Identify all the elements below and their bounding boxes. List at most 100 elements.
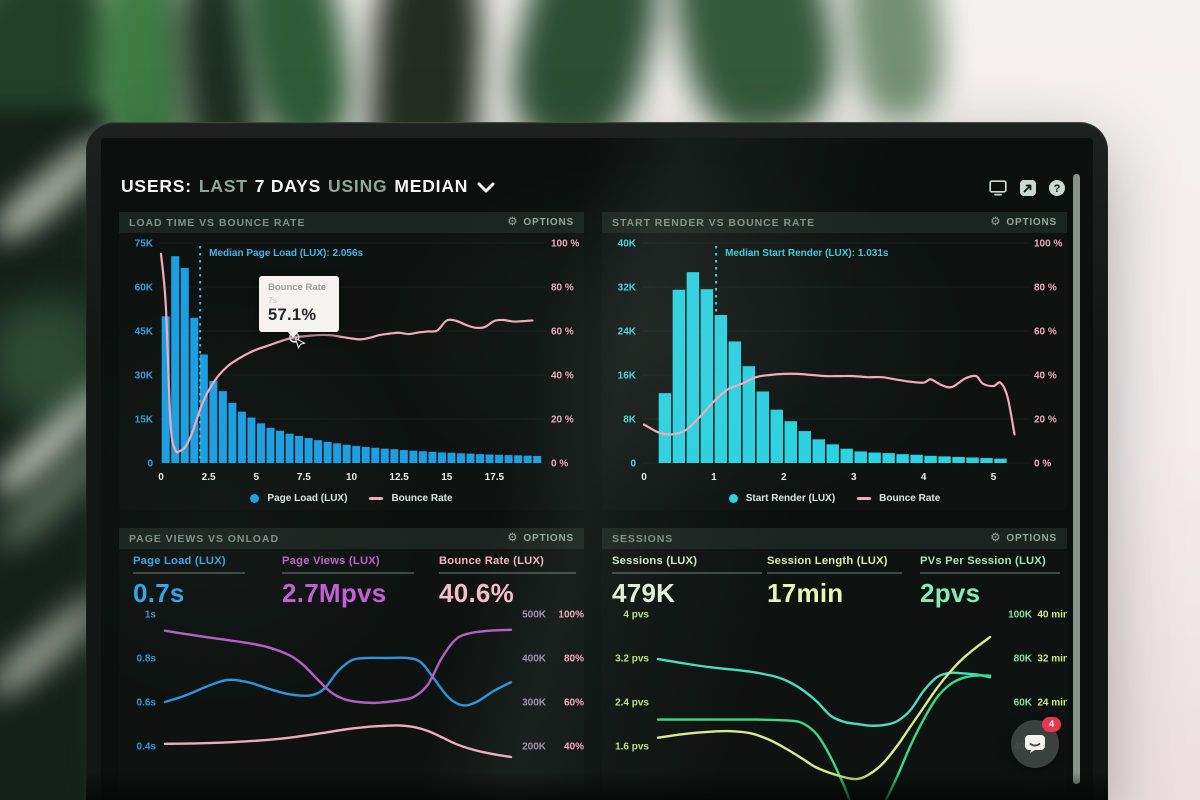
legend-dash: [369, 497, 384, 500]
plant-leaf: [840, 0, 950, 125]
svg-text:80 %: 80 %: [551, 283, 574, 294]
svg-text:4 pvs: 4 pvs: [623, 610, 649, 621]
metric-bounce-rate: Bounce Rate (LUX) 40.6%: [439, 555, 576, 609]
panel-title: LOAD TIME VS BOUNCE RATE: [129, 216, 306, 229]
panel-start-render: START RENDER VS BOUNCE RATE ⚙ OPTIONS 40…: [602, 212, 1067, 510]
metric-underline: [612, 572, 762, 574]
svg-text:40 min: 40 min: [1037, 610, 1067, 621]
svg-text:0: 0: [158, 472, 164, 483]
header-icon-group: ?: [989, 180, 1065, 196]
options-button[interactable]: ⚙ OPTIONS: [990, 531, 1057, 544]
start-render-chart: 40K 100 % 32K 80 % 24K 60 % 16K 40 % 8K 20 % 0 0 % 0…: [618, 239, 1063, 484]
svg-text:24 min: 24 min: [1037, 698, 1067, 709]
legend-dash: [857, 497, 872, 500]
svg-text:10: 10: [346, 472, 358, 483]
metric-page-load: Page Load (LUX) 0.7s: [133, 555, 245, 609]
svg-text:0: 0: [147, 459, 153, 470]
laptop: USERS: LAST 7 DAYS USING MEDIAN: [86, 122, 1108, 800]
legend-label: Bounce Rate: [391, 493, 453, 504]
metric-pvs-per-session: PVs Per Session (LUX) 2pvs: [920, 555, 1060, 609]
chart-legend: Start Render (LUX) Bounce Rate: [602, 487, 1067, 510]
legend-label: Bounce Rate: [879, 493, 941, 504]
tooltip: Bounce Rate 7s 57.1%: [259, 276, 339, 338]
svg-text:16K: 16K: [618, 371, 637, 382]
metric-row: Page Load (LUX) 0.7s Page Views (LUX) 2.…: [119, 549, 584, 608]
svg-text:2.4 pvs: 2.4 pvs: [615, 698, 649, 709]
help-icon[interactable]: ?: [1049, 180, 1065, 196]
svg-text:2.5: 2.5: [202, 472, 216, 483]
svg-text:40K: 40K: [618, 239, 637, 250]
gear-icon: ⚙: [507, 531, 519, 544]
panel-header: SESSIONS ⚙ OPTIONS: [602, 528, 1067, 549]
share-icon[interactable]: [1020, 180, 1036, 196]
metric-underline: [920, 572, 1060, 574]
tooltip-title: Bounce Rate: [268, 282, 327, 293]
metric-row: Sessions (LUX) 479K Session Length (LUX)…: [602, 549, 1067, 608]
svg-text:0: 0: [630, 459, 636, 470]
panel-header: START RENDER VS BOUNCE RATE ⚙ OPTIONS: [602, 212, 1067, 233]
title-users: USERS:: [121, 176, 192, 196]
load-time-chart: 75K 100 % 60K 80 % 45K 60 % 30K 40 % 15K 20 % 0 0 %…: [135, 239, 580, 484]
gear-icon: ⚙: [990, 531, 1002, 544]
notification-badge: 4: [1042, 717, 1061, 732]
svg-text:500K: 500K: [522, 610, 547, 621]
legend-dot: [250, 494, 260, 503]
legend-label: Start Render (LUX): [745, 493, 836, 504]
panel-title: SESSIONS: [612, 532, 674, 545]
svg-text:20 %: 20 %: [1034, 415, 1057, 426]
options-button[interactable]: ⚙ OPTIONS: [990, 215, 1057, 228]
svg-text:60K: 60K: [1014, 698, 1033, 709]
svg-text:Median Page Load (LUX): 2.056s: Median Page Load (LUX): 2.056s: [209, 248, 363, 259]
svg-text:60%: 60%: [564, 698, 584, 709]
svg-text:2: 2: [781, 472, 787, 483]
svg-text:32 min: 32 min: [1037, 654, 1067, 665]
options-button[interactable]: ⚙ OPTIONS: [507, 215, 574, 228]
page-title: USERS: LAST 7 DAYS USING MEDIAN: [121, 176, 495, 197]
svg-text:400K: 400K: [522, 654, 547, 665]
options-button[interactable]: ⚙ OPTIONS: [507, 531, 574, 544]
svg-text:5: 5: [253, 472, 259, 483]
panel-page-views: PAGE VIEWS VS ONLOAD ⚙ OPTIONS Page Load…: [119, 528, 584, 800]
svg-text:24K: 24K: [618, 327, 637, 338]
svg-text:60K: 60K: [135, 283, 154, 294]
title-last: LAST: [198, 176, 248, 196]
svg-text:0 %: 0 %: [1034, 459, 1051, 470]
svg-text:100 %: 100 %: [1034, 239, 1062, 250]
metric-underline: [282, 572, 414, 574]
photo-vignette: [86, 772, 1108, 800]
svg-text:100 %: 100 %: [551, 239, 579, 250]
metric-session-length: Session Length (LUX) 17min: [767, 555, 902, 609]
monitor-icon[interactable]: [989, 180, 1007, 196]
title-median: MEDIAN: [394, 176, 469, 196]
svg-text:0.4s: 0.4s: [137, 742, 157, 753]
gear-icon: ⚙: [990, 215, 1002, 228]
panel-title: START RENDER VS BOUNCE RATE: [612, 216, 816, 229]
svg-text:60 %: 60 %: [1034, 327, 1057, 338]
svg-text:1.6 pvs: 1.6 pvs: [615, 742, 649, 753]
scrollbar[interactable]: [1073, 174, 1080, 784]
metric-sessions: Sessions (LUX) 479K: [612, 555, 762, 609]
svg-text:32K: 32K: [618, 283, 637, 294]
svg-text:15K: 15K: [135, 415, 154, 426]
svg-text:45K: 45K: [135, 327, 154, 338]
svg-text:0: 0: [641, 472, 647, 483]
svg-text:5: 5: [991, 472, 997, 483]
svg-text:80K: 80K: [1014, 654, 1033, 665]
svg-text:3.2 pvs: 3.2 pvs: [615, 654, 649, 665]
metric-underline: [439, 572, 576, 574]
legend-dot: [728, 494, 738, 503]
svg-text:40 %: 40 %: [551, 371, 574, 382]
dashboard-screen: USERS: LAST 7 DAYS USING MEDIAN: [101, 138, 1093, 800]
svg-text:80 %: 80 %: [1034, 283, 1057, 294]
metric-underline: [133, 572, 245, 574]
chevron-down-icon[interactable]: [477, 182, 495, 193]
svg-text:0 %: 0 %: [551, 459, 568, 470]
panel-sessions: SESSIONS ⚙ OPTIONS Sessions (LUX) 479K S…: [602, 528, 1067, 800]
svg-text:80%: 80%: [564, 654, 584, 665]
svg-text:15: 15: [441, 472, 453, 483]
chat-launcher-button[interactable]: 4: [1011, 717, 1061, 768]
metric-underline: [767, 572, 902, 574]
svg-text:100%: 100%: [558, 610, 584, 621]
svg-text:100K: 100K: [1008, 610, 1033, 621]
